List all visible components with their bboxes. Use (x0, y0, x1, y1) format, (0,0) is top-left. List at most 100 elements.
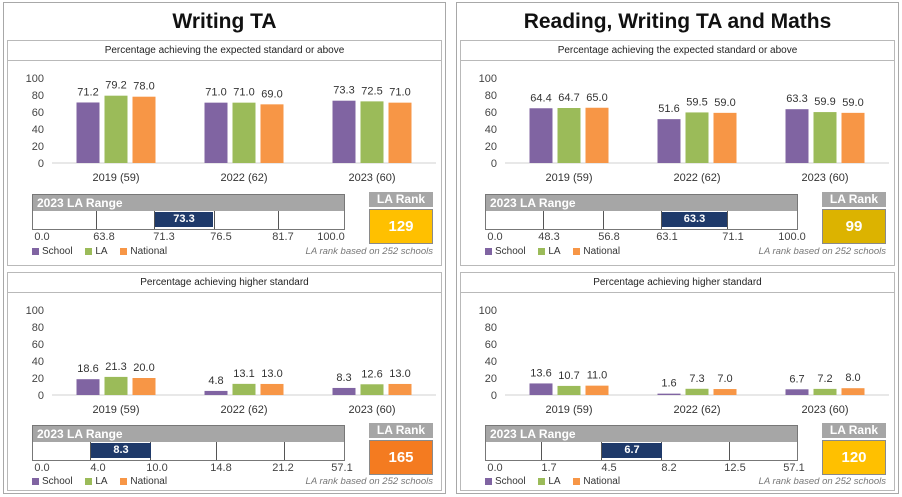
la-range-cells: 6.7 (486, 442, 797, 460)
panel-writing-ta: Writing TA Percentage achieving the expe… (3, 2, 446, 494)
range-tick: 56.8 (598, 231, 620, 243)
range-cell (730, 442, 797, 460)
y-tick-label: 40 (485, 356, 497, 368)
x-tick-label: 2023 (60) (801, 172, 848, 184)
bar-school (332, 387, 356, 395)
la-range-title: 2023 LA Range (486, 426, 797, 442)
range-tick: 71.1 (722, 231, 744, 243)
data-label: 59.9 (814, 96, 835, 108)
bar-school (76, 379, 100, 395)
y-tick-label: 60 (485, 339, 497, 351)
bar-school (204, 102, 228, 163)
y-tick-label: 0 (491, 158, 497, 170)
range-cell (728, 211, 797, 229)
section-header: Percentage achieving higher standard (8, 273, 441, 293)
legend-item-la: LA (85, 246, 108, 257)
y-tick-label: 0 (491, 390, 497, 402)
y-tick-label: 20 (32, 373, 44, 385)
la-range-title: 2023 LA Range (486, 195, 797, 211)
range-cell (544, 211, 604, 229)
bar-chart: 0 20 40 60 80 100 18.6 21.3 20.0 2019 (59) 4.8 13.1… (26, 305, 436, 416)
bar-school (204, 390, 228, 395)
section-header: Percentage achieving the expected standa… (8, 41, 441, 61)
la-rank-box: LA Rank 99 (822, 192, 886, 244)
bar-national (841, 112, 865, 163)
range-cell (33, 211, 97, 229)
data-label: 71.0 (233, 87, 254, 99)
range-tick: 4.5 (601, 462, 617, 474)
y-tick-label: 40 (32, 124, 44, 136)
range-cell (486, 211, 544, 229)
bar-school (332, 100, 356, 163)
range-tick: 76.5 (210, 231, 232, 243)
y-tick-label: 60 (32, 107, 44, 119)
legend: School LA National (485, 476, 630, 487)
range-cell (217, 442, 285, 460)
bar-national (585, 385, 609, 395)
bar-school (529, 108, 553, 163)
data-label: 21.3 (105, 361, 126, 373)
data-label: 7.2 (817, 373, 832, 385)
bar-national (713, 389, 737, 395)
bar-school (657, 119, 681, 163)
x-tick-label: 2022 (62) (673, 404, 720, 416)
data-label: 13.0 (389, 368, 410, 380)
range-cell (662, 211, 728, 229)
y-tick-label: 100 (26, 73, 44, 85)
x-tick-label: 2019 (59) (92, 172, 139, 184)
data-label: 13.6 (530, 367, 551, 379)
y-tick-label: 80 (485, 90, 497, 102)
range-tick: 100.0 (778, 231, 806, 243)
data-label: 59.5 (686, 96, 707, 108)
bar-school (657, 393, 681, 395)
data-label: 71.0 (205, 87, 226, 99)
la-range-bar: 2023 LA Range 73.3 (32, 194, 345, 230)
range-tick: 12.5 (724, 462, 746, 474)
data-label: 13.1 (233, 368, 254, 380)
y-tick-label: 60 (485, 107, 497, 119)
data-label: 71.0 (389, 87, 410, 99)
legend-swatch (485, 247, 492, 255)
data-label: 4.8 (208, 375, 223, 387)
legend-item-national: National (573, 476, 620, 487)
y-tick-label: 20 (485, 141, 497, 153)
range-cell (97, 211, 155, 229)
legend: School LA National (32, 476, 177, 487)
data-label: 72.5 (361, 85, 382, 97)
range-tick: 0.0 (34, 462, 50, 474)
legend: School LA National (485, 246, 630, 257)
range-cell (285, 442, 344, 460)
panel-reading-writing-maths: Reading, Writing TA and Maths Percentage… (456, 2, 899, 494)
range-cell (279, 211, 344, 229)
data-label: 63.3 (786, 93, 807, 105)
range-cell (155, 211, 215, 229)
data-label: 69.0 (261, 88, 282, 100)
data-label: 65.0 (586, 92, 607, 104)
range-ticks: 0.0 1.7 4.5 8.2 12.5 57.1 (461, 462, 804, 476)
legend-item-national: National (120, 246, 167, 257)
range-ticks: 0.0 63.8 71.3 76.5 81.7 100.0 (8, 231, 348, 245)
legend-swatch (573, 477, 581, 485)
x-tick-label: 2022 (62) (220, 404, 267, 416)
data-label: 1.6 (661, 378, 676, 390)
la-rank-value: 120 (822, 440, 886, 475)
range-tick: 0.0 (487, 462, 503, 474)
section-higher-standard: Percentage achieving higher standard 0 20… (460, 272, 895, 491)
school-marker: 6.7 (602, 443, 662, 458)
x-tick-label: 2023 (60) (348, 172, 395, 184)
range-tick: 0.0 (34, 231, 50, 243)
la-rank-note: LA rank based on 252 schools (305, 246, 433, 257)
legend-item-la: LA (85, 476, 108, 487)
legend-item-national: National (120, 476, 167, 487)
panel-title: Reading, Writing TA and Maths (523, 10, 832, 33)
range-tick: 100.0 (317, 231, 345, 243)
data-label: 7.3 (689, 373, 704, 385)
y-tick-label: 20 (32, 141, 44, 153)
range-tick: 10.0 (146, 462, 168, 474)
la-rank-value: 165 (369, 440, 433, 475)
data-label: 11.0 (587, 370, 608, 382)
bar-chart: 0 20 40 60 80 100 13.6 10.7 11.0 2019 (59) 1.6 7.3 7… (479, 305, 889, 416)
range-tick: 48.3 (538, 231, 560, 243)
range-tick: 8.2 (661, 462, 677, 474)
la-rank-label: LA Rank (369, 192, 433, 207)
